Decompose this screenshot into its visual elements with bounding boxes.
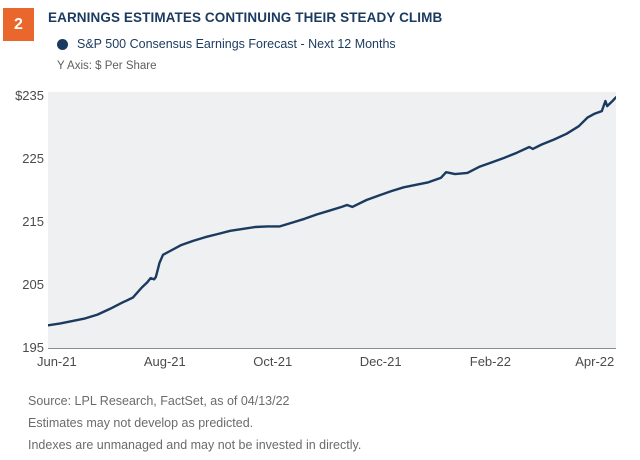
x-axis-tick-label: Dec-21 (359, 354, 402, 369)
y-axis-tick-label: 215 (22, 214, 44, 229)
source-note: Source: LPL Research, FactSet, as of 04/… (28, 394, 290, 408)
chart-svg (48, 96, 616, 327)
disclaimer-estimates: Estimates may not develop as predicted. (28, 416, 254, 430)
x-axis-tick-label: Oct-21 (253, 354, 293, 369)
figure-number: 2 (14, 15, 23, 33)
x-axis-tick-label: Aug-21 (143, 354, 186, 369)
figure-number-badge: 2 (3, 8, 34, 41)
legend-series-label: S&P 500 Consensus Earnings Forecast - Ne… (77, 37, 396, 51)
x-axis-tick-label: Feb-22 (469, 354, 511, 369)
chart-title: EARNINGS ESTIMATES CONTINUING THEIR STEA… (48, 10, 443, 25)
y-axis-caption: Y Axis: $ Per Share (57, 60, 157, 72)
x-axis-tick-label: Jun-21 (36, 354, 77, 369)
x-axis-tick-label: Apr-22 (575, 354, 615, 369)
series-bullet-icon (57, 38, 68, 50)
earnings-forecast-line (48, 96, 616, 327)
footnotes: Source: LPL Research, FactSet, as of 04/… (28, 390, 361, 456)
disclaimer-indexes: Indexes are unmanaged and may not be inv… (28, 438, 362, 452)
y-axis-tick-label: 205 (22, 277, 44, 292)
y-axis-tick-label: 225 (22, 151, 44, 166)
y-axis-tick-label: $235 (15, 88, 44, 103)
y-axis-tick-label: 195 (22, 340, 44, 355)
plot-area (48, 92, 616, 349)
legend: S&P 500 Consensus Earnings Forecast - Ne… (57, 37, 396, 51)
